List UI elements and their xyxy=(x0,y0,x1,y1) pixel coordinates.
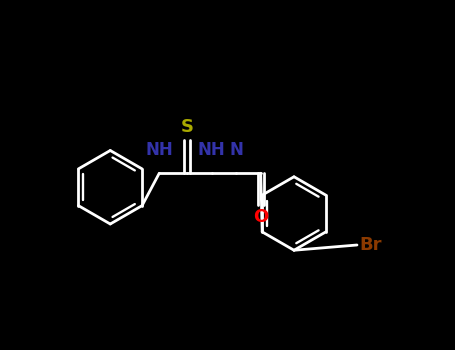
Text: O: O xyxy=(253,208,268,226)
Text: NH: NH xyxy=(198,141,226,159)
Text: Br: Br xyxy=(360,236,382,254)
Text: S: S xyxy=(181,119,194,136)
Text: N: N xyxy=(229,141,243,159)
Text: NH: NH xyxy=(146,141,173,159)
